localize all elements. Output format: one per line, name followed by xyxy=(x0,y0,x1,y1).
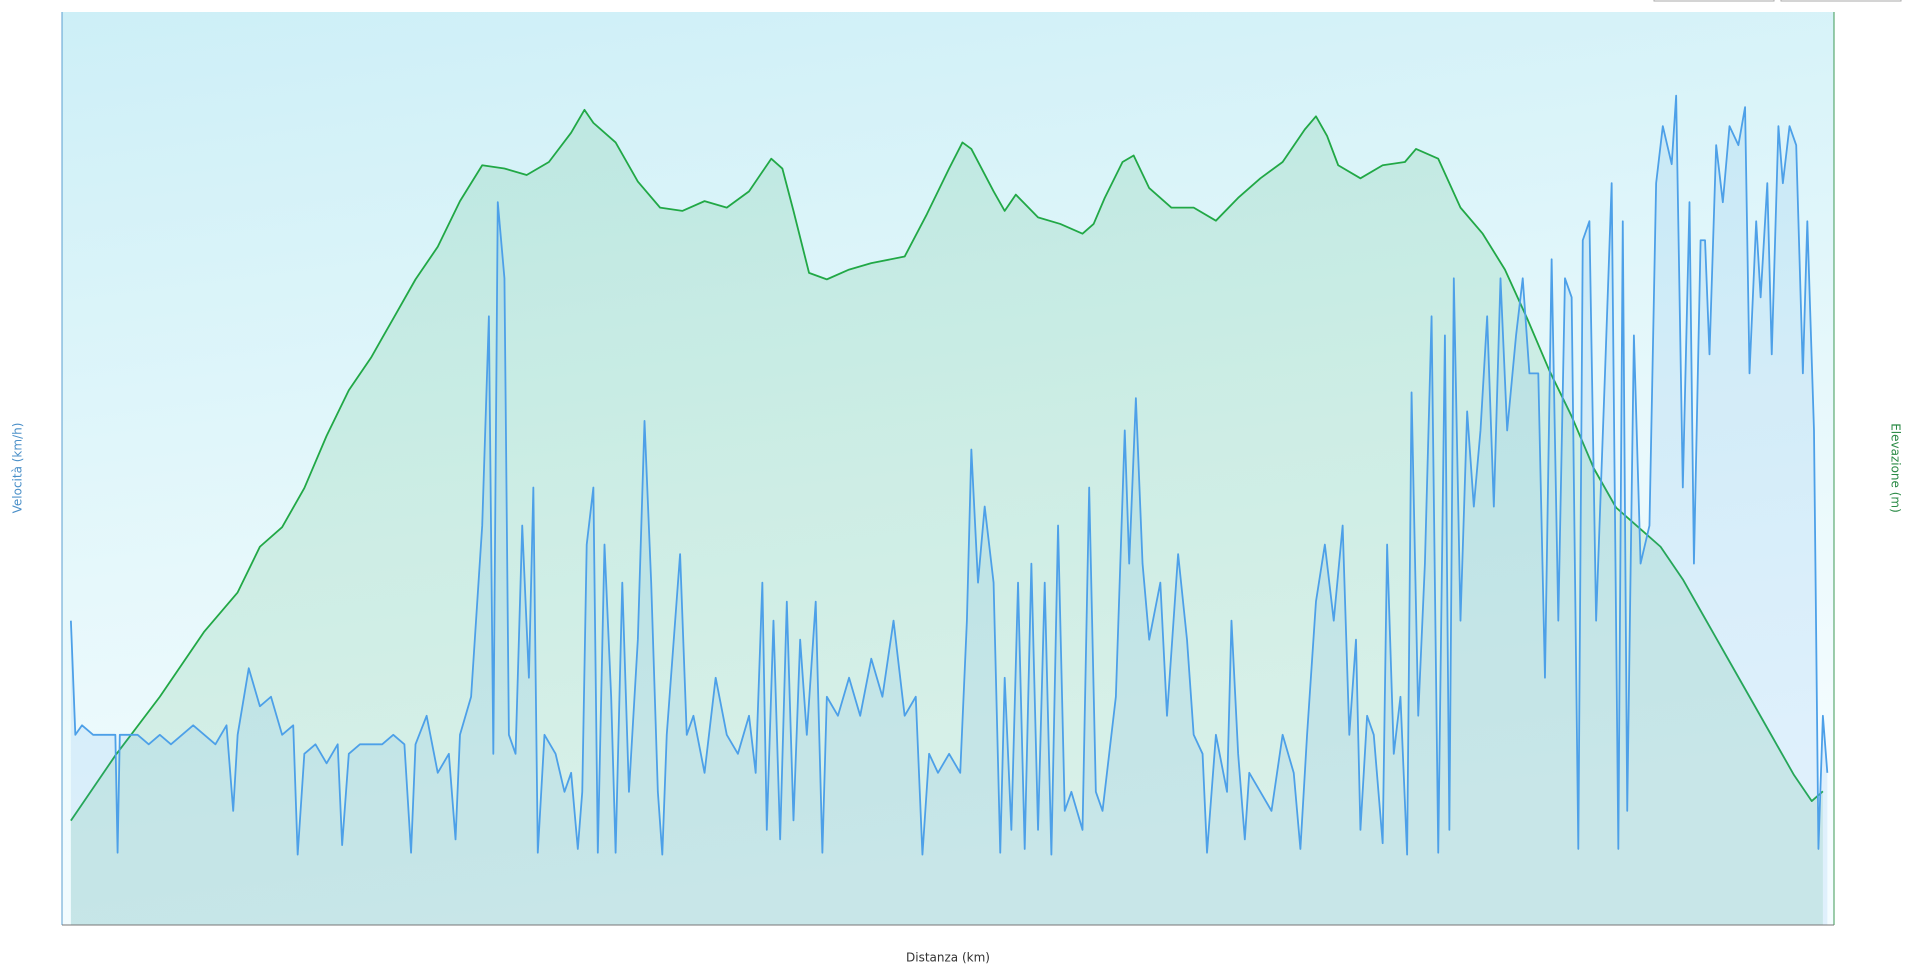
line xyxy=(69,94,1829,856)
plot-background xyxy=(62,12,1834,925)
x-axis-title: Distanza (km) xyxy=(906,951,990,965)
line xyxy=(70,108,1824,822)
y-axis-title: Velocità (km/h) xyxy=(11,423,25,514)
marks xyxy=(69,94,1829,926)
axes xyxy=(61,12,1835,926)
area-fill xyxy=(70,95,1828,926)
y2-axis-title: Elevazione (m) xyxy=(1889,423,1903,513)
button[interactable] xyxy=(1653,0,1775,2)
button[interactable] xyxy=(1780,0,1902,2)
